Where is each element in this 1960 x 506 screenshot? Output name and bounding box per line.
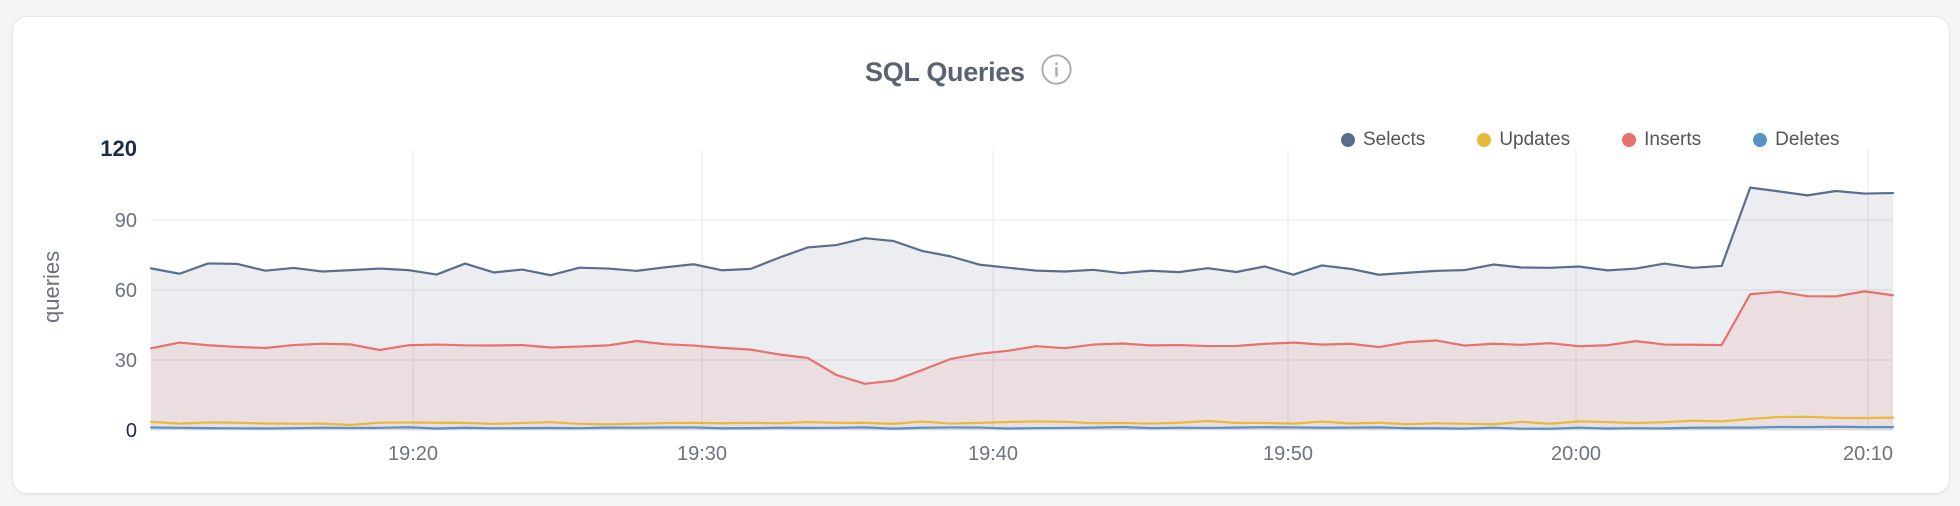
svg-text:19:40: 19:40 bbox=[968, 443, 1018, 465]
svg-text:20:00: 20:00 bbox=[1551, 443, 1601, 465]
svg-text:19:20: 19:20 bbox=[388, 443, 438, 465]
svg-text:120: 120 bbox=[100, 136, 137, 161]
svg-text:19:30: 19:30 bbox=[677, 443, 727, 465]
svg-text:19:50: 19:50 bbox=[1263, 443, 1313, 465]
svg-text:30: 30 bbox=[115, 350, 137, 372]
svg-text:0: 0 bbox=[126, 420, 137, 442]
svg-text:90: 90 bbox=[115, 210, 137, 232]
svg-text:20:10: 20:10 bbox=[1843, 443, 1893, 465]
svg-text:60: 60 bbox=[115, 280, 137, 302]
